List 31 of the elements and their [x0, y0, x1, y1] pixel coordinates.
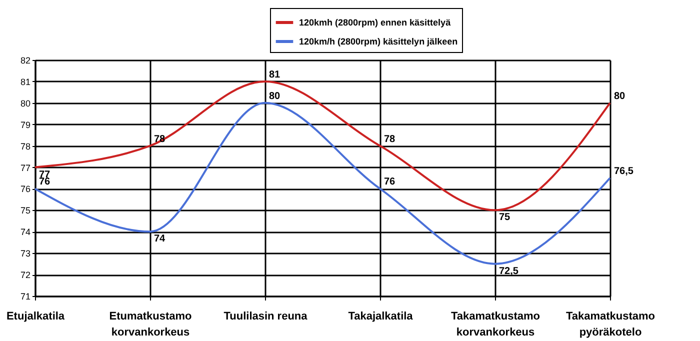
- data-label: 76,5: [614, 166, 634, 177]
- y-tick-label: 82: [20, 56, 30, 66]
- y-tick-label: 77: [20, 162, 30, 173]
- x-tick-label: Takamatkustamo pyöräkotelo: [566, 310, 656, 338]
- y-tick-label: 80: [20, 98, 30, 108]
- line-series: [34, 80, 611, 212]
- data-label: 74: [154, 234, 166, 245]
- data-label: 80: [614, 90, 626, 102]
- x-tick-label: Tuulilasin reuna: [224, 310, 308, 322]
- y-tick-label: 74: [20, 227, 30, 238]
- x-tick-label: Etumatkustamo korvankorkeus: [109, 310, 192, 338]
- y-tick-label: 72: [20, 270, 30, 280]
- y-tick-label: 76: [20, 184, 30, 194]
- y-tick-label: 81: [20, 76, 30, 87]
- legend-label: 120kmh (2800rpm) ennen käsittelyä: [299, 18, 452, 28]
- data-label: 78: [384, 134, 396, 145]
- x-tick-label: Takamatkustamo korvankorkeus: [450, 310, 540, 338]
- x-tick-label: Etujalkatila: [6, 310, 66, 322]
- y-tick-label: 79: [20, 120, 30, 130]
- line-series: [34, 102, 611, 265]
- data-label: 81: [269, 69, 281, 80]
- y-tick-label: 75: [20, 206, 30, 216]
- x-tick-label: Takajalkatila: [348, 310, 414, 322]
- data-label: 72,5: [499, 266, 519, 277]
- data-label: 80: [269, 90, 281, 102]
- y-tick-label: 73: [20, 248, 30, 259]
- y-tick-label: 71: [20, 292, 30, 302]
- legend-label: 120km/h (2800rpm) käsittelyn jälkeen: [299, 36, 458, 46]
- y-tick-label: 78: [20, 141, 30, 152]
- data-label: 75: [499, 212, 511, 224]
- data-label: 76: [384, 176, 396, 188]
